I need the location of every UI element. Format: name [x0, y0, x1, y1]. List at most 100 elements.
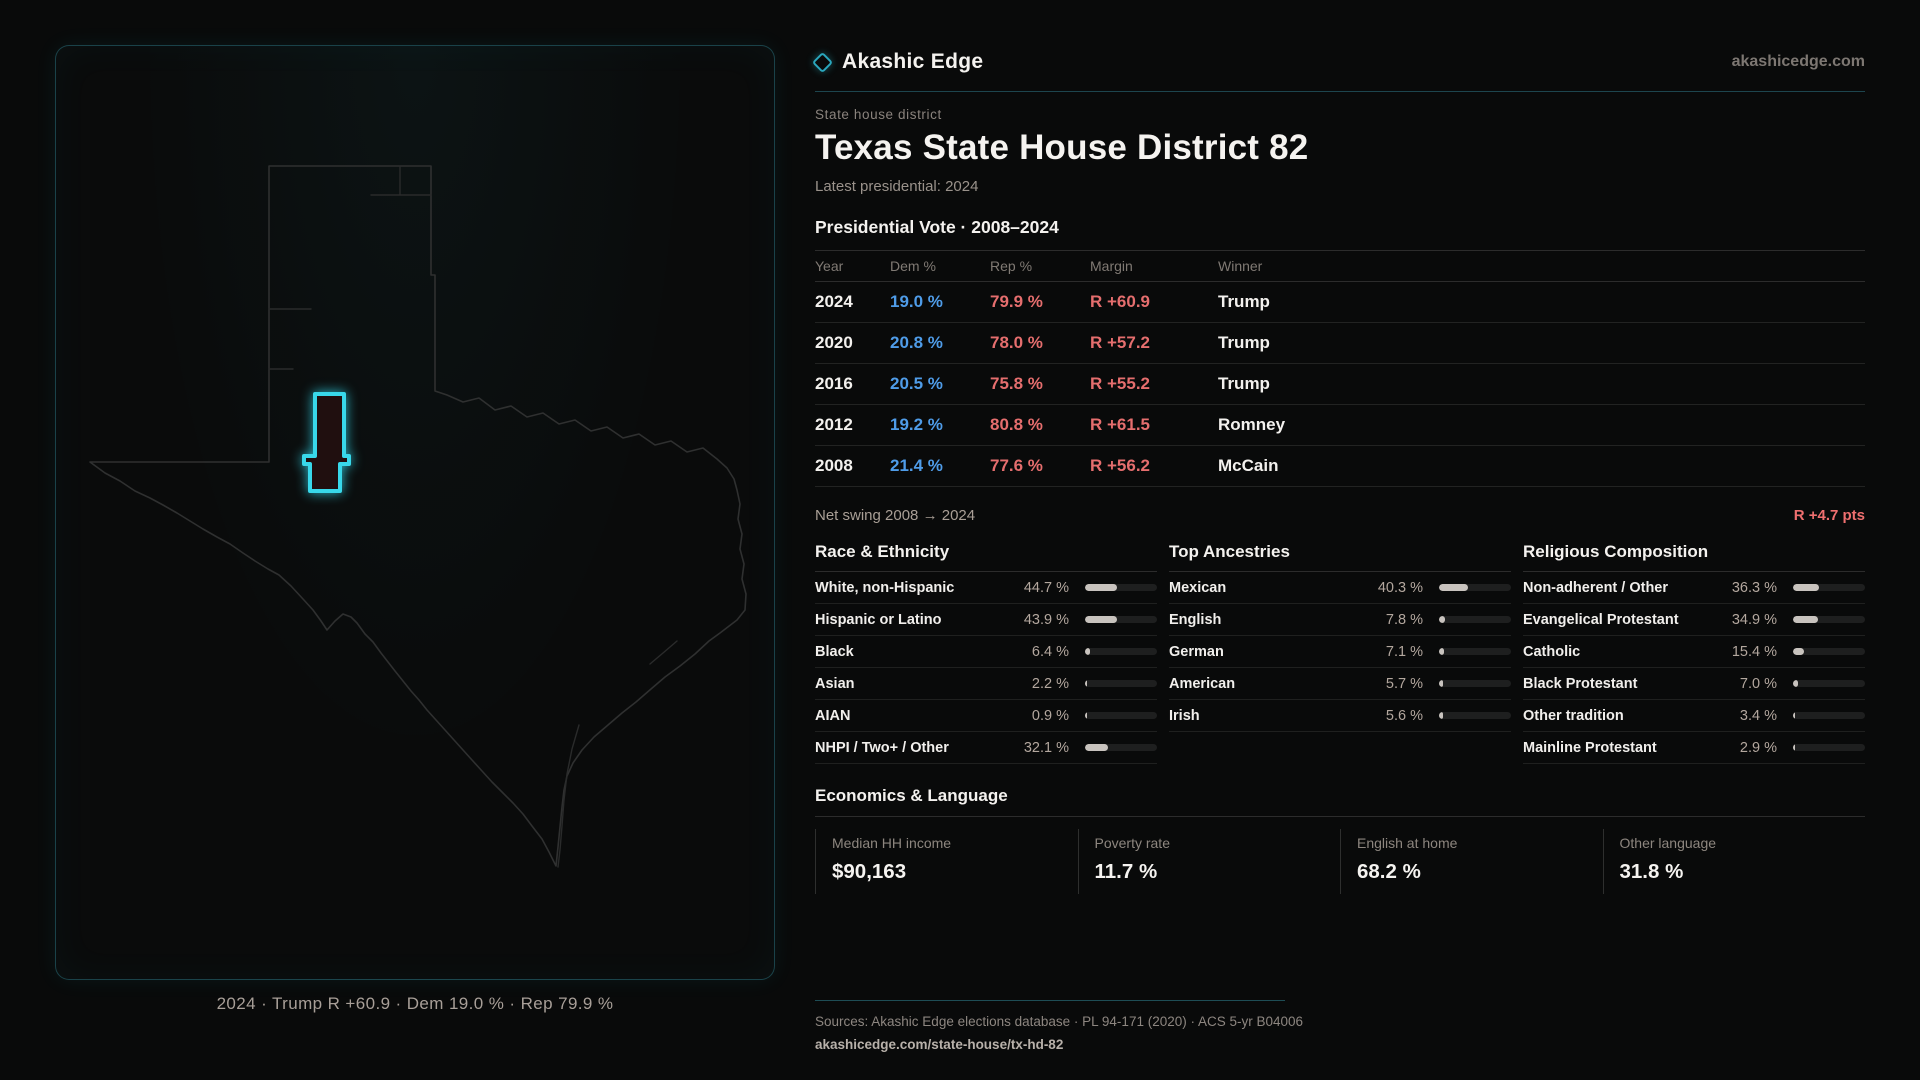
texas-county-lines: [268, 164, 432, 370]
demographic-bar-fill: [1085, 744, 1109, 751]
net-swing-value: R +4.7 pts: [1793, 507, 1865, 524]
demographic-label: Asian: [815, 675, 855, 692]
demographic-row: Black 6.4 %: [815, 636, 1157, 668]
demographic-bar-fill: [1439, 712, 1444, 719]
vote-table-header-row: Year Dem % Rep % Margin Winner: [815, 251, 1865, 282]
stat-label: English at home: [1357, 835, 1458, 851]
map-caption: 2024 · Trump R +60.9 · Dem 19.0 % · Rep …: [216, 994, 614, 1013]
demographic-label: NHPI / Two+ / Other: [815, 739, 949, 756]
footer-sources: Sources: Akashic Edge elections database…: [815, 1014, 1304, 1029]
demographic-bar-fill: [1439, 648, 1445, 655]
demographic-label: Mexican: [1169, 579, 1227, 596]
demographic-value: 7.1 %: [1385, 643, 1423, 660]
vote-col-header-1: Dem %: [890, 258, 936, 274]
demographic-bar-track: [1439, 648, 1511, 655]
net-swing-row: Net swing 2008 → 2024 R +4.7 pts: [815, 487, 1865, 542]
vote-winner-cell: McCain: [1218, 456, 1279, 475]
demographic-row: AIAN 0.9 %: [815, 700, 1157, 732]
demographic-row: Mainline Protestant 2.9 %: [1523, 732, 1865, 764]
stat-card: Poverty rate 11.7 %: [1077, 829, 1341, 894]
demographic-row: Non-adherent / Other 36.3 %: [1523, 572, 1865, 604]
footer: Sources: Akashic Edge elections database…: [815, 1000, 1865, 1080]
demographic-row: English 7.8 %: [1169, 604, 1511, 636]
net-swing-label: Net swing 2008 → 2024: [815, 507, 976, 524]
footer-url-link[interactable]: akashicedge.com/state-house/tx-hd-82: [815, 1037, 1064, 1052]
demographic-value: 5.7 %: [1385, 675, 1423, 692]
demographic-bar-fill: [1793, 744, 1796, 751]
vote-year-cell: 2024: [815, 292, 853, 311]
stat-card: Median HH income $90,163: [815, 829, 1078, 894]
demographic-label: White, non-Hispanic: [815, 579, 955, 596]
demographic-value: 0.9 %: [1031, 707, 1069, 724]
demographic-row: Black Protestant 7.0 %: [1523, 668, 1865, 700]
stat-label: Median HH income: [832, 835, 952, 851]
demographic-bar-track: [1085, 744, 1157, 751]
vote-table-row: 2024 19.0 % 79.9 % R +60.9 Trump: [815, 282, 1865, 323]
demographic-bar-track: [1439, 712, 1511, 719]
stat-value: 68.2 %: [1357, 860, 1421, 883]
demographic-value: 2.9 %: [1739, 739, 1777, 756]
vote-winner-cell: Romney: [1218, 415, 1286, 434]
vote-col-header-4: Winner: [1218, 258, 1263, 274]
texas-coast-islands: [557, 639, 678, 868]
demographic-value: 15.4 %: [1731, 643, 1777, 660]
header-bar: Akashic Edge akashicedge.com: [811, 45, 1865, 79]
demographic-bar-track: [1439, 680, 1511, 687]
vote-col-header-3: Margin: [1090, 258, 1133, 274]
vote-dem-cell: 20.8 %: [890, 333, 943, 352]
demographic-bar-fill: [1439, 584, 1469, 591]
demographic-value: 40.3 %: [1377, 579, 1423, 596]
vote-table-row: 2020 20.8 % 78.0 % R +57.2 Trump: [815, 323, 1865, 364]
demographic-value: 6.4 %: [1031, 643, 1069, 660]
demographic-bar-fill: [1793, 712, 1796, 719]
brand-domain-link[interactable]: akashicedge.com: [1731, 53, 1865, 70]
demographic-label: Evangelical Protestant: [1523, 611, 1679, 628]
demographic-label: Catholic: [1523, 643, 1581, 660]
stat-card: Other language 31.8 %: [1602, 829, 1866, 894]
demographic-label: Black Protestant: [1523, 675, 1638, 692]
texas-state-outline: [89, 164, 747, 867]
latest-presidential-label: Latest presidential: 2024: [815, 178, 979, 195]
brand: Akashic Edge: [811, 50, 984, 74]
demographic-column-title: Top Ancestries: [1169, 542, 1511, 572]
demographic-label: Non-adherent / Other: [1523, 579, 1669, 596]
vote-table-body: 2024 19.0 % 79.9 % R +60.9 Trump 2020 20.8 % 78…: [815, 282, 1865, 487]
demographic-row: NHPI / Two+ / Other 32.1 %: [815, 732, 1157, 764]
vote-margin-cell: R +56.2: [1090, 456, 1151, 475]
demographic-value: 36.3 %: [1731, 579, 1777, 596]
stat-value: $90,163: [832, 860, 907, 883]
demographic-bar-track: [1793, 680, 1865, 687]
demographic-row: Hispanic or Latino 43.9 %: [815, 604, 1157, 636]
demographic-label: Black: [815, 643, 854, 660]
vote-margin-cell: R +61.5: [1090, 415, 1151, 434]
vote-margin-cell: R +55.2: [1090, 374, 1151, 393]
demographic-bar-fill: [1793, 584, 1820, 591]
demographic-bar-track: [1085, 680, 1157, 687]
demographic-bar-track: [1793, 712, 1865, 719]
vote-table-row: 2016 20.5 % 75.8 % R +55.2 Trump: [815, 364, 1865, 405]
demographic-bar-fill: [1793, 680, 1799, 687]
presidential-vote-table: Year Dem % Rep % Margin Winner 2024 19.0 % 79.…: [815, 250, 1865, 487]
economics-title: Economics & Language: [815, 786, 1865, 817]
demographic-column-title: Race & Ethnicity: [815, 542, 1157, 572]
vote-rep-cell: 79.9 %: [990, 292, 1043, 311]
economics-stats-row: Median HH income $90,163 Poverty rate 11.7 …: [815, 829, 1865, 894]
demographic-bar-fill: [1085, 584, 1118, 591]
demographic-value: 7.8 %: [1385, 611, 1423, 628]
vote-rep-cell: 78.0 %: [990, 333, 1043, 352]
report-panel: Akashic Edge akashicedge.com State house…: [811, 45, 1865, 1080]
demographic-label: Hispanic or Latino: [815, 611, 942, 628]
demographic-bar-track: [1439, 584, 1511, 591]
demographic-bar-fill: [1085, 616, 1117, 623]
demographic-bar-track: [1793, 648, 1865, 655]
demographics-section: Race & Ethnicity White, non-Hispanic 44.7 …: [815, 542, 1865, 764]
demographic-column: Top Ancestries Mexican 40.3 % English 7.8 % G…: [1169, 542, 1511, 764]
demographic-bar-fill: [1085, 712, 1087, 719]
demographic-label: AIAN: [815, 707, 851, 724]
stat-label: Poverty rate: [1094, 835, 1170, 851]
demographic-bar-track: [1793, 744, 1865, 751]
demographic-row: Asian 2.2 %: [815, 668, 1157, 700]
vote-dem-cell: 19.2 %: [890, 415, 943, 434]
brand-name: Akashic Edge: [842, 50, 984, 73]
